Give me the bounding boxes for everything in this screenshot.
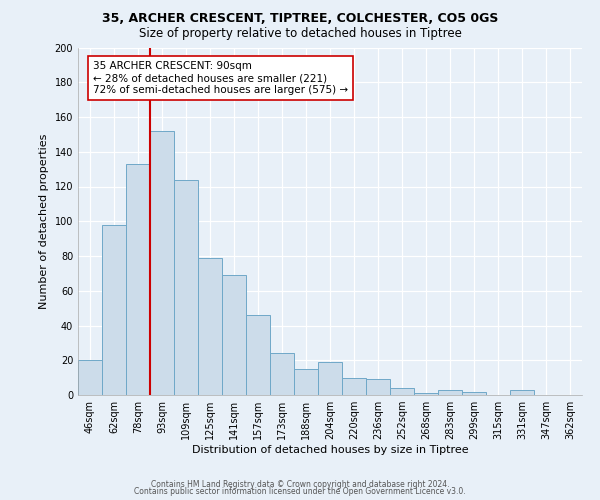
Text: Size of property relative to detached houses in Tiptree: Size of property relative to detached ho…: [139, 28, 461, 40]
Bar: [174, 180, 198, 395]
Bar: [390, 388, 414, 395]
Bar: [510, 390, 534, 395]
Bar: [414, 394, 438, 395]
Bar: [150, 131, 174, 395]
Bar: [102, 224, 126, 395]
Bar: [294, 369, 318, 395]
Bar: [366, 380, 390, 395]
Bar: [270, 354, 294, 395]
Bar: [78, 360, 102, 395]
Text: Contains public sector information licensed under the Open Government Licence v3: Contains public sector information licen…: [134, 487, 466, 496]
Bar: [246, 315, 270, 395]
Bar: [222, 275, 246, 395]
Bar: [126, 164, 150, 395]
Y-axis label: Number of detached properties: Number of detached properties: [39, 134, 49, 309]
Text: 35 ARCHER CRESCENT: 90sqm
← 28% of detached houses are smaller (221)
72% of semi: 35 ARCHER CRESCENT: 90sqm ← 28% of detac…: [93, 62, 348, 94]
Text: 35, ARCHER CRESCENT, TIPTREE, COLCHESTER, CO5 0GS: 35, ARCHER CRESCENT, TIPTREE, COLCHESTER…: [102, 12, 498, 26]
Bar: [318, 362, 342, 395]
Bar: [462, 392, 486, 395]
Text: Contains HM Land Registry data © Crown copyright and database right 2024.: Contains HM Land Registry data © Crown c…: [151, 480, 449, 489]
Bar: [342, 378, 366, 395]
Bar: [198, 258, 222, 395]
Bar: [438, 390, 462, 395]
X-axis label: Distribution of detached houses by size in Tiptree: Distribution of detached houses by size …: [191, 445, 469, 455]
